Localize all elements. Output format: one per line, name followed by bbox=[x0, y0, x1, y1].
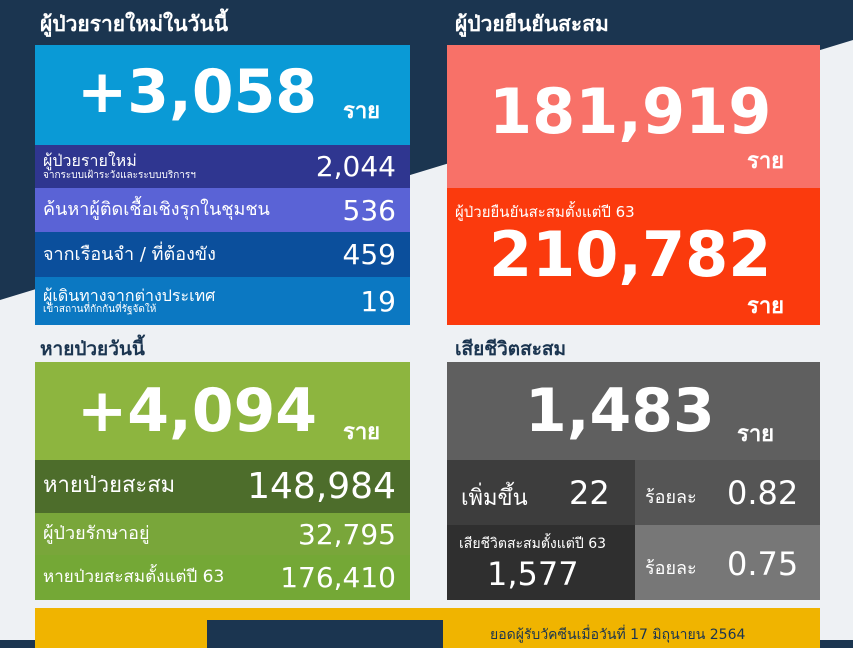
recovered-panel: +4,094 ราย bbox=[35, 362, 410, 460]
new-cases-row: จากเรือนจำ / ที่ต้องขัง 459 bbox=[35, 232, 410, 277]
row-label: ผู้เดินทางจากต่างประเทศ bbox=[43, 285, 216, 305]
vaccine-banner bbox=[207, 620, 443, 648]
confirmed-title: ผู้ป่วยยืนยันสะสม bbox=[455, 12, 609, 36]
new-cases-row: ผู้เดินทางจากต่างประเทศ เข้าสถานที่กักกัน… bbox=[35, 277, 410, 325]
row-value: 536 bbox=[342, 193, 396, 227]
row-value: 459 bbox=[342, 238, 396, 271]
vaccine-panel: ยอดผู้รับวัคซีนเมื่อวันที่ 17 มิถุนายน 2… bbox=[35, 608, 820, 648]
row-sublabel: จากระบบเฝ้าระวังและระบบบริการฯ bbox=[43, 169, 196, 181]
confirmed-since-total: 210,782 bbox=[489, 218, 772, 291]
deaths-total: 1,483 bbox=[525, 376, 715, 446]
deaths-pct: ร้อยละ 0.82 bbox=[635, 460, 820, 525]
row-label: ผู้ป่วยรายใหม่ bbox=[43, 151, 137, 171]
recovered-row: หายป่วยสะสมตั้งแต่ปี 63 176,410 bbox=[35, 555, 410, 600]
vaccine-date-text: ยอดผู้รับวัคซีนเมื่อวันที่ 17 มิถุนายน 2… bbox=[490, 627, 746, 643]
deaths-increase-label: เพิ่มขึ้น bbox=[461, 486, 528, 511]
new-cases-unit: ราย bbox=[343, 99, 381, 124]
row-value: 2,044 bbox=[315, 150, 396, 183]
deaths-unit: ราย bbox=[737, 422, 775, 447]
row-label: ผู้ป่วยรักษาอยู่ bbox=[43, 523, 150, 545]
confirmed-since-label: ผู้ป่วยยืนยันสะสมตั้งแต่ปี 63 bbox=[455, 203, 635, 221]
recovered-total: +4,094 bbox=[77, 376, 318, 446]
deaths-pct-value: 0.82 bbox=[727, 474, 799, 512]
confirmed-panel: 181,919 ราย bbox=[447, 45, 820, 188]
deaths-since-label: เสียชีวิตสะสมตั้งแต่ปี 63 bbox=[459, 536, 607, 552]
deaths-title: เสียชีวิตสะสม bbox=[455, 338, 567, 360]
deaths-panel: 1,483 ราย bbox=[447, 362, 820, 460]
row-label: หายป่วยสะสมตั้งแต่ปี 63 bbox=[43, 567, 225, 588]
new-cases-total: +3,058 bbox=[77, 57, 318, 127]
row-value: 176,410 bbox=[280, 561, 396, 594]
deaths-since-pct-value: 0.75 bbox=[727, 545, 799, 583]
confirmed-total: 181,919 bbox=[489, 75, 772, 148]
recovered-breakdown: หายป่วยสะสม 148,984 ผู้ป่วยรักษาอยู่ 32,79… bbox=[35, 460, 410, 600]
confirmed-since-panel: ผู้ป่วยยืนยันสะสมตั้งแต่ปี 63 210,782 รา… bbox=[447, 188, 820, 325]
deaths-increase-value: 22 bbox=[569, 474, 610, 512]
new-cases-row: ค้นหาผู้ติดเชื้อเชิงรุกในชุมชน 536 bbox=[35, 188, 410, 232]
deaths-pct-label: ร้อยละ bbox=[645, 487, 697, 508]
recovered-unit: ราย bbox=[343, 420, 381, 445]
row-value: 32,795 bbox=[298, 517, 396, 551]
recovered-row: ผู้ป่วยรักษาอยู่ 32,795 bbox=[35, 513, 410, 555]
new-cases-breakdown: ผู้ป่วยรายใหม่ จากระบบเฝ้าระวังและระบบบริ… bbox=[35, 145, 410, 325]
confirmed-unit: ราย bbox=[747, 149, 785, 174]
deaths-since-value: 1,577 bbox=[487, 555, 579, 593]
row-label: จากเรือนจำ / ที่ต้องขัง bbox=[43, 243, 216, 265]
row-sublabel: เข้าสถานที่กักกันที่รัฐจัดให้ bbox=[43, 304, 157, 316]
new-cases-title: ผู้ป่วยรายใหม่ในวันนี้ bbox=[40, 12, 229, 36]
confirmed-since-unit: ราย bbox=[747, 294, 785, 319]
recovered-row: หายป่วยสะสม 148,984 bbox=[35, 460, 410, 513]
row-value: 148,984 bbox=[247, 466, 396, 507]
row-label: ค้นหาผู้ติดเชื้อเชิงรุกในชุมชน bbox=[43, 199, 270, 221]
deaths-since: เสียชีวิตสะสมตั้งแต่ปี 63 1,577 bbox=[447, 525, 635, 600]
new-cases-row: ผู้ป่วยรายใหม่ จากระบบเฝ้าระวังและระบบบริ… bbox=[35, 145, 410, 188]
deaths-increase: เพิ่มขึ้น 22 bbox=[447, 460, 635, 525]
row-label: หายป่วยสะสม bbox=[43, 473, 176, 499]
deaths-since-pct: ร้อยละ 0.75 bbox=[635, 525, 820, 600]
recovered-title: หายป่วยวันนี้ bbox=[40, 338, 145, 360]
deaths-since-pct-label: ร้อยละ bbox=[645, 558, 697, 579]
row-value: 19 bbox=[360, 284, 396, 318]
new-cases-total-panel: +3,058 ราย bbox=[35, 45, 410, 145]
